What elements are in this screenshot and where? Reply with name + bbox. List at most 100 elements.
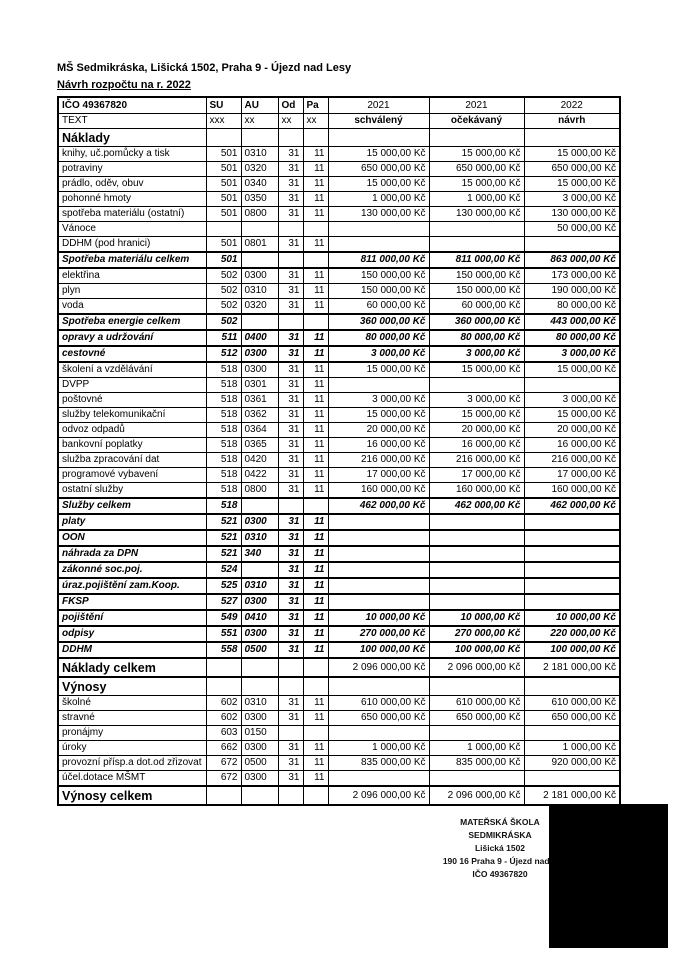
row-label: ostatní služby	[57, 482, 207, 499]
row-pa	[302, 221, 329, 237]
row-od: 31	[277, 710, 304, 726]
row-label: Náklady celkem	[57, 657, 207, 678]
row-value-2022-proposal	[523, 236, 621, 253]
row-au	[240, 128, 279, 147]
row-value-2022-proposal: 15 000,00 Kč	[523, 176, 621, 192]
row-value-2022-proposal: 650 000,00 Kč	[523, 161, 621, 177]
row-label: účel.dotace MŠMT	[57, 770, 207, 787]
row-au: 0310	[240, 283, 279, 299]
row-od: 31	[277, 641, 304, 659]
row-value-2022-proposal: 190 000,00 Kč	[523, 283, 621, 299]
row-value-2021-expected	[428, 577, 525, 595]
row-pa: 11	[302, 641, 329, 659]
row-pa: 11	[302, 467, 329, 483]
row-pa: 11	[302, 407, 329, 423]
row-value-2022-proposal: 863 000,00 Kč	[523, 251, 621, 269]
row-value-2021-approved: 15 000,00 Kč	[327, 407, 430, 423]
row-su: 501	[205, 176, 242, 192]
row-od	[277, 725, 304, 741]
row-value-2021-expected	[428, 513, 525, 531]
row-au: 0320	[240, 298, 279, 315]
table-row: Náklady celkem 2 096 000,00 Kč 2 096 000…	[57, 657, 621, 678]
row-value-2022-proposal	[523, 593, 621, 611]
row-value-2021-approved: 100 000,00 Kč	[327, 641, 430, 659]
row-value-2021-expected: 15 000,00 Kč	[428, 176, 525, 192]
row-value-2022-proposal: 80 000,00 Kč	[523, 298, 621, 315]
row-pa: 11	[302, 755, 329, 771]
row-au: 0310	[240, 695, 279, 711]
stamp-line-5: IČO 49367820	[472, 869, 528, 879]
row-value-2022-proposal: 15 000,00 Kč	[523, 361, 621, 378]
row-su: 518	[205, 452, 242, 468]
row-pa: 11	[302, 176, 329, 192]
row-od: 31	[277, 755, 304, 771]
row-su	[205, 128, 242, 147]
row-od: 31	[277, 529, 304, 547]
row-pa: 11	[302, 452, 329, 468]
row-label: bankovní poplatky	[57, 437, 207, 453]
row-value-2021-expected: 150 000,00 Kč	[428, 267, 525, 284]
row-su: 518	[205, 377, 242, 393]
row-au: 0361	[240, 392, 279, 408]
year-2022-proposal-header: 2022	[523, 96, 621, 114]
row-label: potraviny	[57, 161, 207, 177]
row-su: 518	[205, 467, 242, 483]
row-pa	[302, 497, 329, 515]
row-su: 501	[205, 251, 242, 269]
year-2021-approved-header: 2021	[327, 96, 430, 114]
row-au	[240, 657, 279, 678]
row-value-2022-proposal: 610 000,00 Kč	[523, 695, 621, 711]
row-od: 31	[277, 392, 304, 408]
row-value-2021-expected: 80 000,00 Kč	[428, 329, 525, 347]
row-su: 502	[205, 267, 242, 284]
row-su: 511	[205, 329, 242, 347]
row-value-2021-approved	[327, 561, 430, 579]
row-od: 31	[277, 609, 304, 627]
row-value-2021-expected: 3 000,00 Kč	[428, 392, 525, 408]
table-row: Spotřeba energie celkem 502 360 000,00 K…	[57, 313, 621, 331]
row-pa	[302, 676, 329, 696]
row-od: 31	[277, 452, 304, 468]
row-au: 0300	[240, 361, 279, 378]
row-au: 0300	[240, 625, 279, 643]
row-pa: 11	[302, 695, 329, 711]
row-label: pohonné hmoty	[57, 191, 207, 207]
row-su	[205, 676, 242, 696]
row-label: voda	[57, 298, 207, 315]
row-su: 551	[205, 625, 242, 643]
row-label: úroky	[57, 740, 207, 756]
od-header: Od	[277, 96, 304, 114]
row-od: 31	[277, 407, 304, 423]
row-value-2021-expected: 811 000,00 Kč	[428, 251, 525, 269]
row-od: 31	[277, 740, 304, 756]
budget-table: IČO 49367820 SU AU Od Pa 2021 2021 2022 …	[57, 96, 621, 806]
row-value-2022-proposal: 216 000,00 Kč	[523, 452, 621, 468]
approved-column-header: schválený	[327, 113, 430, 129]
row-value-2021-expected: 15 000,00 Kč	[428, 407, 525, 423]
table-row: pohonné hmoty 501 0350 31 11 1 000,00 Kč…	[57, 191, 621, 207]
table-row: pronájmy 603 0150	[57, 725, 621, 741]
row-od: 31	[277, 377, 304, 393]
row-value-2022-proposal: 1 000,00 Kč	[523, 740, 621, 756]
row-od: 31	[277, 206, 304, 222]
row-label: Spotřeba materiálu celkem	[57, 251, 207, 269]
row-su: 518	[205, 361, 242, 378]
row-value-2021-approved: 80 000,00 Kč	[327, 329, 430, 347]
row-au: 0300	[240, 267, 279, 284]
table-row: Spotřeba materiálu celkem 501 811 000,00…	[57, 251, 621, 269]
row-label: elektřina	[57, 267, 207, 284]
row-value-2021-approved: 20 000,00 Kč	[327, 422, 430, 438]
row-su: 518	[205, 497, 242, 515]
row-pa	[302, 313, 329, 331]
row-label: DDHM	[57, 641, 207, 659]
table-row: spotřeba materiálu (ostatní) 501 0800 31…	[57, 206, 621, 222]
row-value-2021-approved: 610 000,00 Kč	[327, 695, 430, 711]
table-row: cestovné 512 0300 31 11 3 000,00 Kč 3 00…	[57, 345, 621, 363]
row-pa: 11	[302, 191, 329, 207]
row-value-2022-proposal	[523, 770, 621, 787]
row-od: 31	[277, 345, 304, 363]
row-su: 558	[205, 641, 242, 659]
row-su: 521	[205, 545, 242, 563]
row-od: 31	[277, 298, 304, 315]
